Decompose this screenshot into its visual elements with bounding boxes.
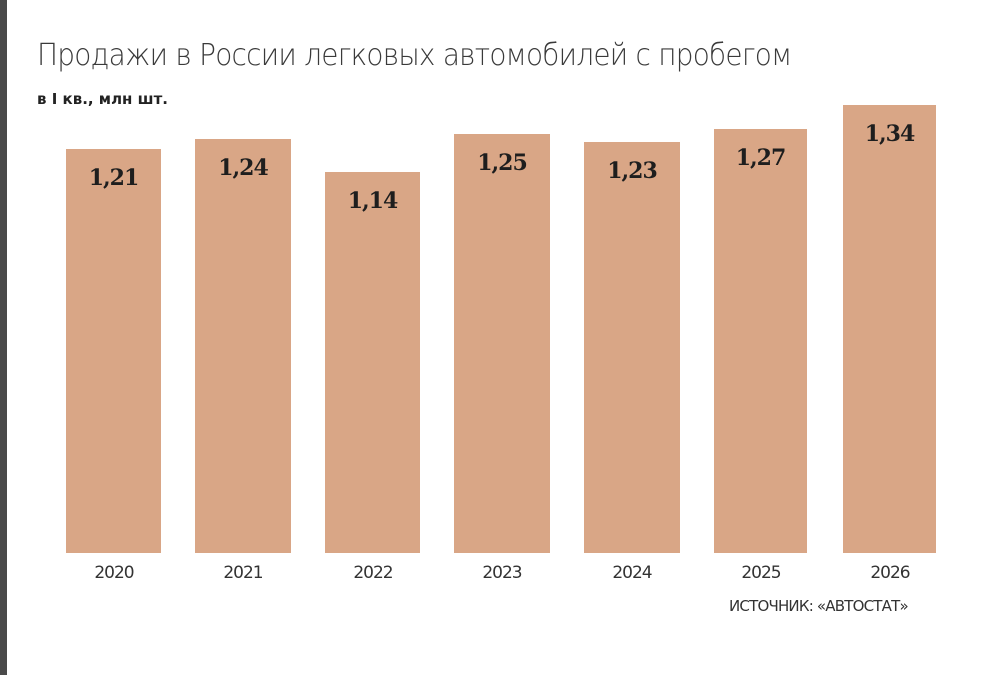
chart-title: Продажи в России легковых автомобилей с …: [37, 38, 792, 73]
x-tick-label: 2023: [482, 563, 522, 583]
x-tick-label: 2020: [94, 563, 134, 583]
bar-2023: 1,25: [454, 134, 550, 553]
bar-value-label: 1,24: [218, 155, 269, 181]
bar-2021: 1,24: [195, 139, 291, 553]
x-tick-label: 2025: [741, 563, 781, 583]
x-tick-label: 2022: [353, 563, 393, 583]
bar-2022: 1,14: [325, 172, 420, 553]
x-tick-label: 2024: [612, 563, 652, 583]
left-border: [0, 0, 7, 675]
bar-2025: 1,27: [714, 129, 807, 553]
x-tick-label: 2021: [223, 563, 263, 583]
x-tick-label: 2026: [870, 563, 910, 583]
bar-value-label: 1,25: [477, 150, 528, 176]
bar-2020: 1,21: [66, 149, 161, 553]
bar-2024: 1,23: [584, 142, 680, 553]
bar-value-label: 1,23: [607, 158, 658, 184]
bar-value-label: 1,27: [735, 145, 787, 171]
chart-subtitle: в I кв., млн шт.: [37, 90, 168, 108]
bar-value-label: 1,34: [864, 121, 916, 147]
source-note: ИСТОЧНИК: «АВТОСТАТ»: [729, 597, 909, 615]
bar-2026: 1,34: [843, 105, 936, 553]
bar-value-label: 1,21: [88, 165, 140, 191]
bar-value-label: 1,14: [347, 188, 399, 214]
